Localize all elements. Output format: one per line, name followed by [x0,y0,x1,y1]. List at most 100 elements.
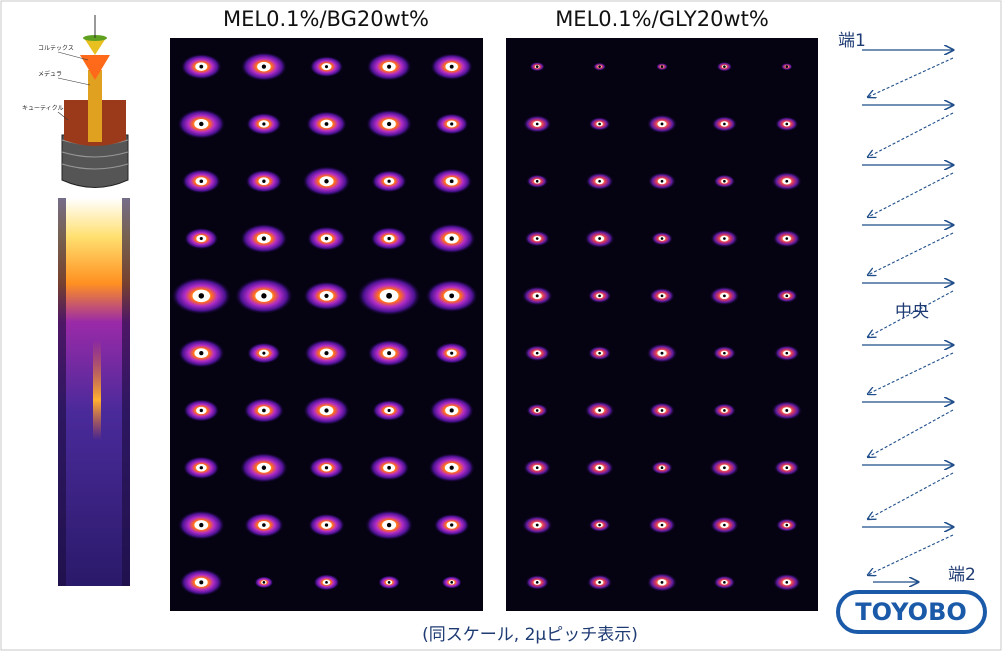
beamstop [200,409,203,412]
beamstop [262,466,266,470]
beamstop [785,123,788,126]
beamstop [723,524,726,527]
beamstop [450,179,454,183]
beamstop [450,65,454,69]
beamstop [325,122,329,126]
beamstop [536,65,539,68]
beamstop [450,408,454,412]
beamstop [387,237,390,240]
beamstop [661,295,664,298]
beamstop [199,351,203,355]
scan-start: 端1 [838,31,866,51]
beamstop [598,65,601,68]
logo: TOYOBO [838,592,985,632]
beamstop [324,408,328,412]
beamstop [598,409,601,412]
beamstop [723,294,726,297]
beamstop [723,466,726,469]
diagram-label: コルテックス [38,45,74,52]
beamstop [661,524,664,527]
beamstop [325,466,328,469]
scan-end: 端2 [948,565,976,585]
beamstop [785,180,788,183]
beamstop [785,237,788,240]
beamstop [661,581,664,584]
beamstop [785,524,788,527]
beamstop [387,122,391,126]
beamstop [785,466,788,469]
beamstop [536,123,539,126]
beamstop [598,123,601,126]
beamstop [661,237,664,240]
beamstop [598,466,601,469]
beamstop [199,122,203,126]
beamstop [449,293,454,298]
beamstop [387,523,391,527]
beamstop [598,352,601,355]
beamstop [661,466,664,469]
diagram-label: メデュラ [38,70,62,78]
slide: コルテックス メデュラ キューティクル MEL0.1%/BG20wt% MEL0… [0,0,1002,651]
beamstop [785,581,788,584]
beamstop [723,581,726,584]
beamstop [199,580,203,584]
beamstop [450,581,453,584]
scan-middle: 中央 [895,302,929,322]
beamstop [598,295,601,298]
diagram-label: キューティクル [22,105,63,112]
beamstop [723,180,726,183]
beamstop [325,523,328,526]
beamstop [661,65,664,68]
beamstop [200,179,204,183]
beamstop [262,65,266,69]
beamstop [387,180,390,183]
panel-title: MEL0.1%/BG20wt% [223,7,429,31]
beamstop [536,409,539,412]
beamstop [598,524,601,527]
beamstop [536,466,539,469]
beamstop [661,409,664,412]
beamstop [536,524,539,527]
beamstop [199,65,203,69]
beamstop [536,180,539,183]
beamstop [723,123,726,126]
beamstop [723,409,726,412]
beamstop [450,122,453,125]
beamstop [387,65,391,69]
beamstop [262,523,266,527]
hair-image [58,198,130,586]
beamstop [536,237,539,240]
frame [1,1,1001,650]
beamstop [324,179,328,183]
logo-text: TOYOBO [855,598,967,626]
beamstop [536,294,539,297]
beamstop [387,351,391,355]
caption: (同スケール, 2μピッチ表示) [422,625,638,645]
panel-title: MEL0.1%/GLY20wt% [555,7,769,31]
beamstop [262,236,266,240]
beamstop [388,581,391,584]
beamstop [785,295,788,298]
beamstop [450,352,453,355]
beamstop [262,122,265,125]
beamstop [325,581,328,584]
beamstop [388,409,391,412]
beamstop [450,466,454,470]
beamstop [199,293,204,298]
beamstop [723,65,726,68]
beamstop [450,523,453,526]
beamstop [723,237,726,240]
beamstop [200,466,203,469]
beamstop [325,237,329,241]
beamstop [598,581,601,584]
beamstop [450,236,454,240]
beamstop [387,466,391,470]
beamstop [598,237,601,240]
beamstop [785,409,788,412]
beamstop [262,180,265,183]
beamstop [200,237,203,240]
beamstop [261,293,266,298]
beamstop [536,352,539,355]
beamstop [536,581,539,584]
beamstop [661,352,664,355]
